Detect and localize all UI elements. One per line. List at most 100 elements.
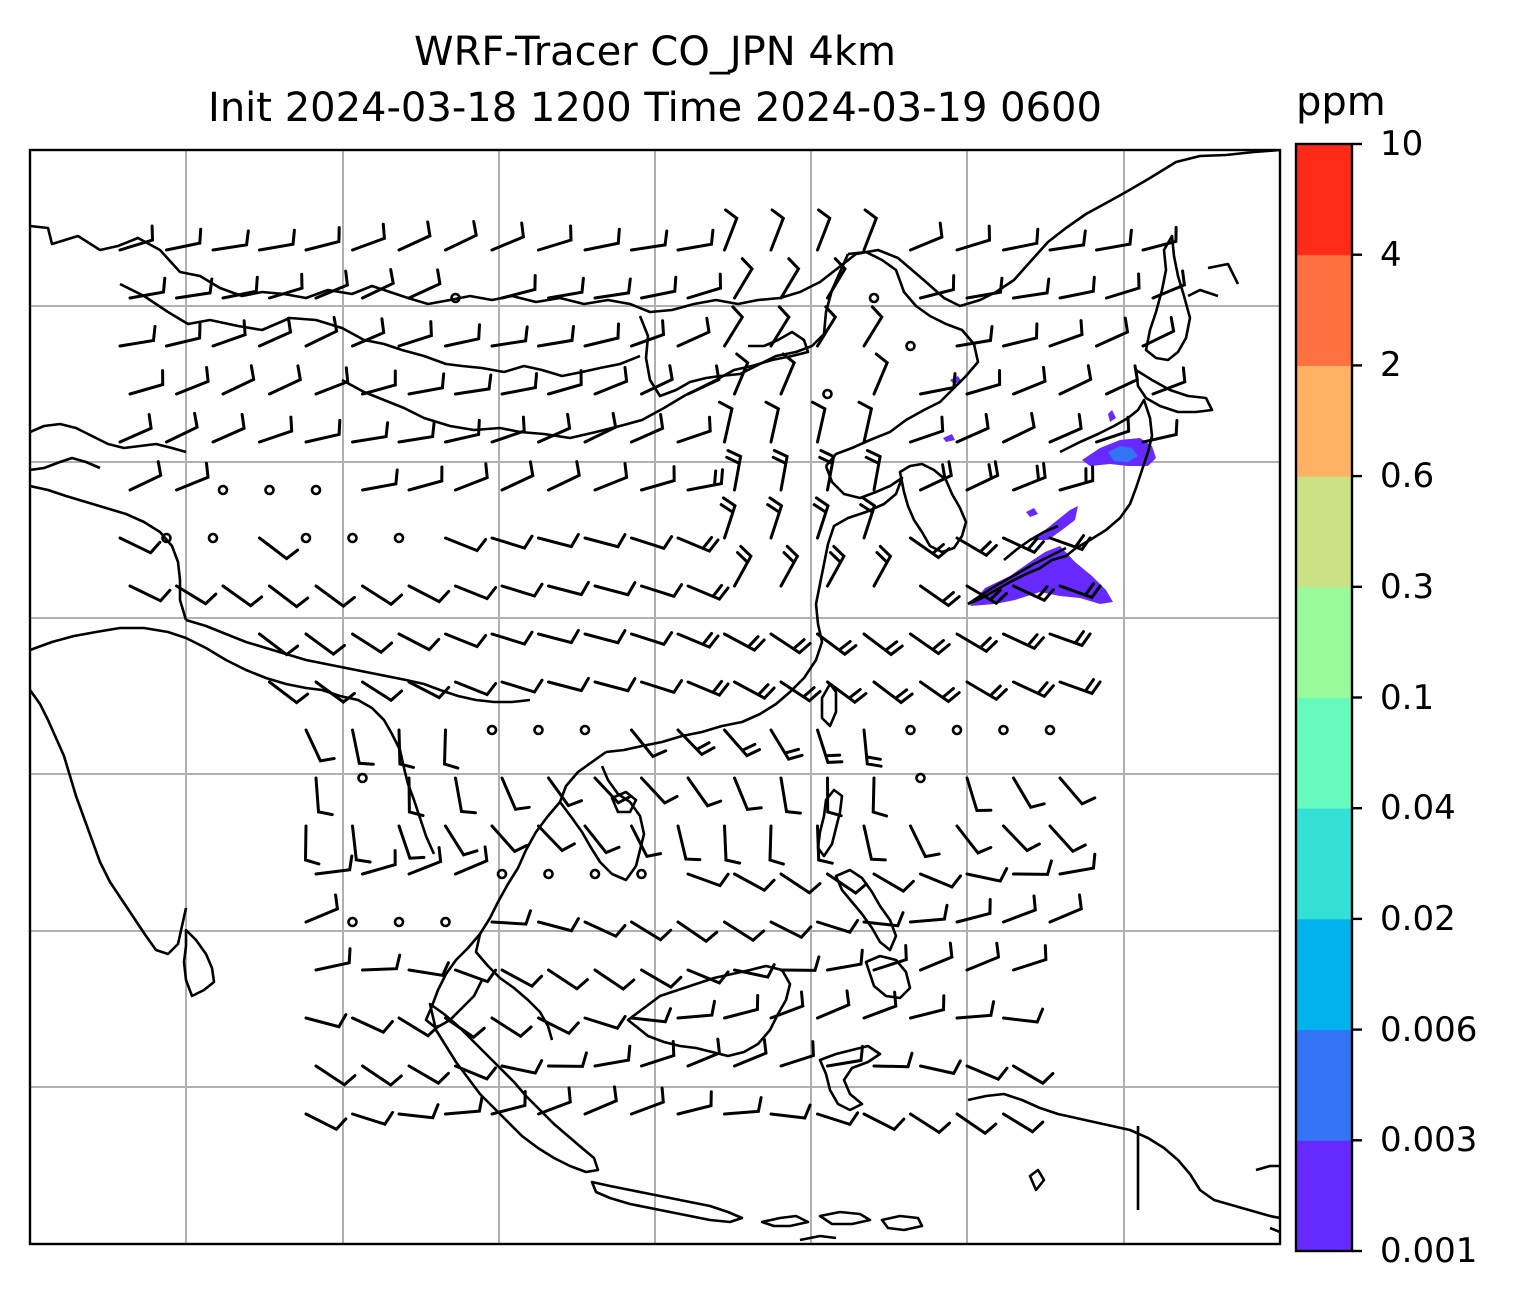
wind-barb	[314, 269, 350, 300]
wind-barb	[1002, 1007, 1045, 1024]
colorbar-segment	[1296, 1140, 1352, 1252]
calm-wind-marker	[905, 340, 916, 352]
wind-barb	[304, 316, 339, 348]
wind-barb	[630, 824, 663, 858]
wind-barb	[165, 227, 203, 252]
wind-barb	[1058, 678, 1102, 696]
wind-barb	[407, 1064, 450, 1085]
plume-spot	[1108, 410, 1116, 422]
wind-barb	[909, 536, 951, 560]
wind-barb	[862, 728, 883, 768]
plume-spot	[943, 434, 955, 442]
wind-barb	[118, 413, 153, 444]
wind-barb	[1002, 536, 1045, 555]
wind-barb	[733, 1037, 768, 1068]
wind-barb	[769, 728, 804, 761]
wind-barb	[351, 1110, 395, 1126]
wind-barb	[407, 268, 442, 300]
wind-barb	[725, 449, 743, 492]
wind-barb	[816, 305, 838, 348]
wind-barb	[268, 680, 310, 705]
wind-barb	[733, 257, 754, 300]
wind-barb	[454, 776, 477, 815]
wind-barb	[955, 1000, 996, 1020]
wind-barb	[965, 1064, 1009, 1082]
wind-barb	[733, 544, 753, 588]
wind-barb	[909, 824, 941, 859]
wind-barb	[583, 629, 627, 645]
wind-barb	[640, 275, 678, 300]
wind-barb	[1048, 319, 1084, 348]
wind-barb	[500, 372, 538, 396]
wind-barb	[304, 728, 336, 763]
wind-barb	[640, 968, 683, 989]
map-frame	[28, 148, 1282, 1246]
wind-barb	[547, 968, 589, 991]
wind-barb	[955, 632, 998, 654]
wind-barb	[583, 533, 627, 549]
wind-barb	[1002, 322, 1039, 348]
calm-wind-marker	[207, 532, 219, 544]
wind-barb	[361, 1064, 403, 1087]
wind-barb	[816, 989, 851, 1020]
wind-barb	[258, 316, 293, 348]
wind-barb	[630, 535, 674, 551]
wind-barb	[128, 369, 165, 396]
wind-barb	[593, 677, 637, 693]
wind-barb	[1002, 411, 1036, 444]
wind-barb	[128, 584, 172, 603]
wind-barb	[872, 944, 908, 972]
colorbar-tick-label: 0.003	[1380, 1120, 1478, 1161]
colorbar-segment	[1296, 697, 1352, 809]
calm-wind-marker	[300, 532, 312, 544]
wind-barb	[583, 322, 620, 348]
wind-barb	[1151, 366, 1187, 396]
wind-barb	[314, 366, 350, 396]
wind-barb	[1141, 419, 1179, 444]
wind-barb	[919, 372, 957, 396]
colorbar-segment	[1296, 476, 1352, 588]
wind-barb	[304, 418, 342, 444]
wind-barb	[955, 898, 992, 924]
wind-barb	[175, 461, 210, 492]
wind-barb	[258, 228, 296, 252]
wind-barb	[764, 400, 781, 444]
wind-barb	[723, 994, 760, 1020]
wind-barb	[779, 955, 821, 972]
calm-wind-marker	[393, 532, 405, 544]
colorbar-tick-label: 4	[1380, 234, 1402, 275]
wind-barb	[857, 400, 874, 444]
wind-barb	[1012, 680, 1055, 699]
wind-barb	[454, 373, 493, 396]
wind-barb	[500, 582, 544, 598]
wind-barb	[872, 872, 915, 893]
wind-barb	[314, 776, 334, 817]
wind-barb	[128, 460, 163, 492]
wind-barb	[1095, 228, 1133, 252]
wind-barb	[547, 1051, 588, 1068]
wind-barb	[454, 845, 489, 876]
wind-barb	[454, 1064, 497, 1081]
wind-barb	[779, 680, 822, 703]
wind-barb	[593, 1044, 632, 1068]
wind-barb	[268, 584, 310, 609]
wind-barb	[816, 918, 860, 934]
wind-barb	[769, 305, 791, 348]
wind-barb	[965, 460, 1000, 492]
wind-barb	[816, 728, 844, 764]
wind-barb	[1058, 465, 1095, 492]
calm-wind-marker	[905, 724, 916, 736]
wind-barb	[407, 584, 451, 604]
wind-barb	[1002, 894, 1037, 924]
wind-barb	[351, 824, 372, 864]
wind-barb	[686, 872, 730, 888]
wind-barb	[779, 257, 801, 300]
calm-wind-marker	[347, 532, 358, 544]
wind-barb	[723, 824, 742, 865]
wind-barb	[537, 532, 580, 549]
wind-barb	[733, 776, 763, 812]
wind-barb	[500, 460, 535, 492]
wind-barb	[718, 400, 734, 444]
wind-barb	[640, 679, 684, 695]
wind-barb	[500, 274, 537, 300]
